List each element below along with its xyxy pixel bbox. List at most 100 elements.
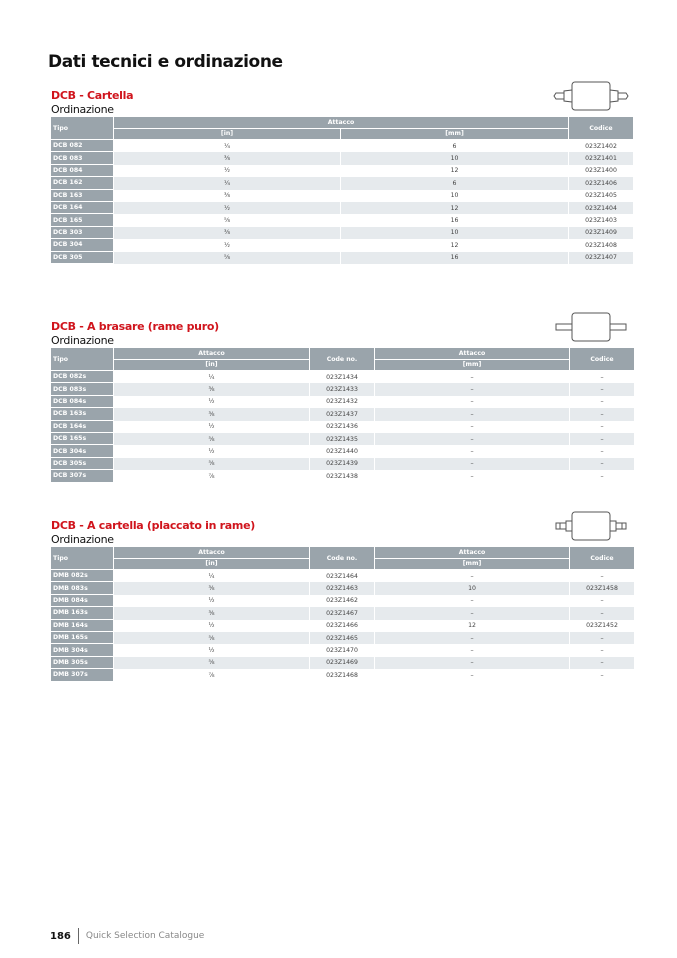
- section-dcb-a-cartella-placcato: DCB - A cartella (placcato in rame) Ordin…: [51, 511, 634, 682]
- cell: ¼: [208, 373, 215, 381]
- cell: –: [600, 671, 604, 679]
- cell: ⅜: [224, 192, 230, 200]
- header-tipo: Tipo: [51, 547, 113, 570]
- cell: ⅝: [114, 631, 309, 645]
- cell: ¼: [114, 177, 340, 190]
- cell-tipo: DCB 305: [51, 251, 113, 264]
- cell: –: [470, 472, 474, 480]
- cell-tipo: DCB 084: [51, 164, 113, 178]
- order-table: Tipo Attacco Code no. Attacco Codice [in] [mm]…: [50, 547, 635, 682]
- cell-tipo: DCB 083s: [51, 383, 113, 396]
- cell: ½: [224, 167, 230, 175]
- cell-tipo: DCB 164s: [51, 420, 113, 433]
- section-subtitle: Ordinazione: [51, 533, 114, 546]
- table-row: DCB 084 ½ 12 023Z1400: [51, 164, 633, 178]
- cell-tipo: DCB 084s: [51, 395, 113, 409]
- header-tipo: Tipo: [51, 117, 113, 140]
- cell: –: [570, 656, 634, 670]
- cell: 023Z1404: [569, 201, 633, 215]
- cell: ⅜: [114, 582, 309, 595]
- cell: ⅜: [114, 383, 309, 396]
- section-dcb-a-brasare: DCB - A brasare (rame puro) Ordinazione Ti…: [51, 312, 634, 483]
- cell: –: [375, 383, 569, 396]
- cell: –: [375, 631, 569, 645]
- cell: –: [600, 423, 604, 431]
- table-row: DCB 305s ⅝ 023Z1439– –: [51, 457, 634, 471]
- cell: –: [375, 432, 569, 446]
- cell: ¼: [208, 572, 215, 580]
- cell: ¼: [224, 142, 230, 150]
- table-row: DCB 303 ⅜ 10 023Z1409: [51, 226, 633, 240]
- table-row: DCB 304 ½ 12 023Z1408: [51, 239, 633, 252]
- cell: ½: [208, 423, 215, 431]
- cell: 12: [450, 241, 459, 249]
- section-title: DCB - Cartella: [51, 89, 134, 102]
- cell: –: [375, 457, 569, 471]
- cell: 10: [375, 582, 569, 595]
- cell: ½: [208, 622, 215, 630]
- cell: 023Z1470: [326, 647, 358, 655]
- cell: ½: [208, 398, 215, 406]
- table-row: DMB 083s ⅜ 023Z1463 10 023Z1458: [51, 582, 634, 595]
- order-table: Tipo Attacco Codice [in] [mm] DCB 082 ¼ 6 023Z14…: [50, 117, 634, 264]
- cell-tipo: DMB 082s: [51, 570, 113, 583]
- cell: 023Z1436: [326, 423, 358, 431]
- header-attacco-mm: Attacco: [375, 348, 569, 360]
- cell: 023Z1434: [326, 373, 358, 381]
- cell: 023Z1401: [569, 152, 633, 165]
- cell: –: [470, 373, 474, 381]
- table-row: DCB 083 ⅜ 10 023Z1401: [51, 152, 633, 165]
- table-row: DCB 162 ¼ 6 023Z1406: [51, 177, 633, 190]
- table-row: DCB 082 ¼ 6 023Z1402: [51, 140, 633, 153]
- cell: ⅞: [208, 472, 215, 480]
- cell: –: [470, 423, 474, 431]
- product-drawing-icon: [552, 511, 630, 545]
- cell: 023Z1465: [310, 631, 374, 645]
- header-mm: [mm]: [375, 558, 569, 570]
- cell: 6: [452, 142, 457, 150]
- cell-tipo: DMB 307s: [51, 669, 113, 682]
- cell: –: [600, 647, 604, 655]
- cell: 12: [341, 201, 568, 215]
- cell-tipo: DCB 082s: [51, 371, 113, 384]
- cell: 023Z1462: [326, 597, 358, 605]
- cell: ⅝: [114, 656, 309, 670]
- footer: 186 Quick Selection Catalogue: [50, 928, 204, 944]
- cell: –: [570, 607, 634, 620]
- cell-tipo: DMB 084s: [51, 594, 113, 608]
- table-row: DCB 163 ⅜ 10 023Z1405: [51, 189, 633, 202]
- cell-tipo: DCB 303: [51, 226, 113, 240]
- cell: 023Z1403: [585, 217, 617, 225]
- table-row: DMB 307s ⅞ 023Z1468 – –: [51, 669, 634, 682]
- cell-tipo: DCB 164: [51, 201, 113, 215]
- cell: ⅜: [114, 607, 309, 620]
- header-codice: Codice: [570, 348, 634, 371]
- table-row: DMB 082s ¼ 023Z1464 – –: [51, 570, 634, 583]
- cell: 023Z1433: [310, 383, 374, 396]
- cell: –: [375, 656, 569, 670]
- table-row: DCB 084s ½ 023Z1432 – –: [51, 395, 634, 409]
- cell: 10: [450, 192, 459, 200]
- cell: –: [470, 448, 474, 456]
- cell: ½: [208, 597, 215, 605]
- cell: 023Z1467: [310, 607, 374, 620]
- cell: 023Z1438: [326, 472, 358, 480]
- section-subtitle: Ordinazione: [51, 334, 114, 347]
- cell-tipo: DMB 305s: [51, 656, 113, 670]
- table-row: DMB 084s ½ 023Z1462 – –: [51, 594, 634, 608]
- header-attacco-mm: Attacco: [375, 547, 569, 559]
- cell: 023Z1402: [585, 142, 617, 150]
- cell-tipo: DMB 165s: [51, 631, 113, 645]
- header-in: [in]: [114, 128, 340, 140]
- cell: 023Z1435: [310, 432, 374, 446]
- section-title: DCB - A cartella (placcato in rame): [51, 519, 255, 532]
- cell: 023Z1400: [585, 167, 617, 175]
- cell: 023Z1405: [585, 192, 617, 200]
- cell: 023Z1463: [310, 582, 374, 595]
- table-row: DCB 165s ⅝ 023Z1435– –: [51, 432, 634, 446]
- cell: –: [470, 647, 474, 655]
- cell: ⅝: [114, 251, 340, 264]
- table-row: DCB 082s ¼ 023Z1434 – –: [51, 371, 634, 384]
- header-attacco: Attacco: [114, 117, 568, 129]
- cell: 12: [468, 622, 476, 630]
